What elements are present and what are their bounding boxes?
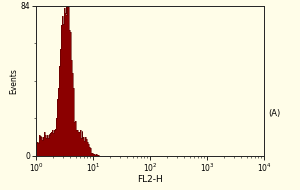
X-axis label: FL2-H: FL2-H bbox=[137, 175, 163, 184]
Text: (A): (A) bbox=[268, 109, 281, 118]
Y-axis label: Events: Events bbox=[9, 68, 18, 94]
